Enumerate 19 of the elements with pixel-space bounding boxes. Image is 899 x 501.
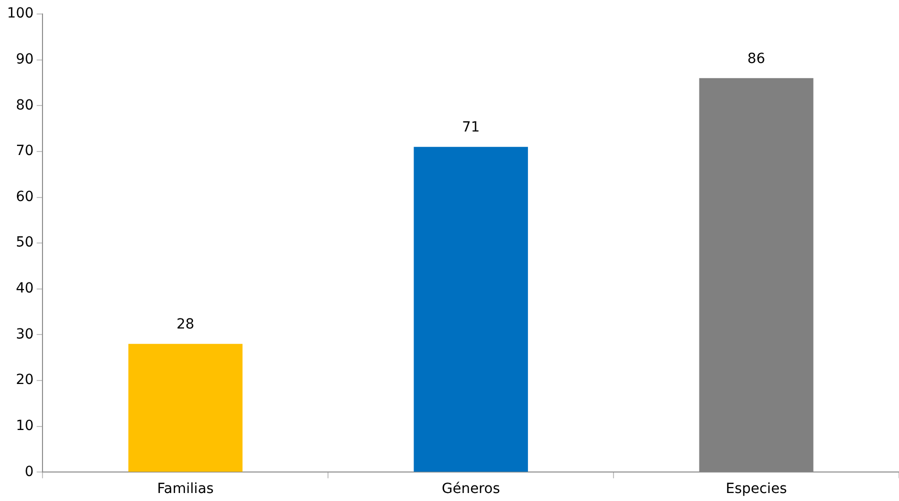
y-tick-label: 30 [16,326,34,342]
data-label: 71 [462,120,480,136]
x-tick-label: Géneros [442,481,500,498]
x-tick-label: Familias [157,481,214,498]
y-tick-label: 40 [16,280,34,297]
y-tick-label: 80 [16,97,34,114]
y-tick-label: 10 [16,418,34,434]
bar [414,146,528,472]
y-tick-label: 20 [16,372,34,388]
y-tick-label: 50 [16,234,34,251]
y-tick-label: 0 [24,464,34,480]
y-tick-label: 60 [16,188,34,205]
y-tick-label: 100 [6,6,34,22]
data-label: 28 [176,316,194,333]
x-tick-label: Especies [726,481,787,498]
data-label: 86 [747,50,766,67]
bar [128,344,243,472]
y-tick-label: 70 [16,143,34,160]
y-tick-label: 90 [16,51,34,68]
